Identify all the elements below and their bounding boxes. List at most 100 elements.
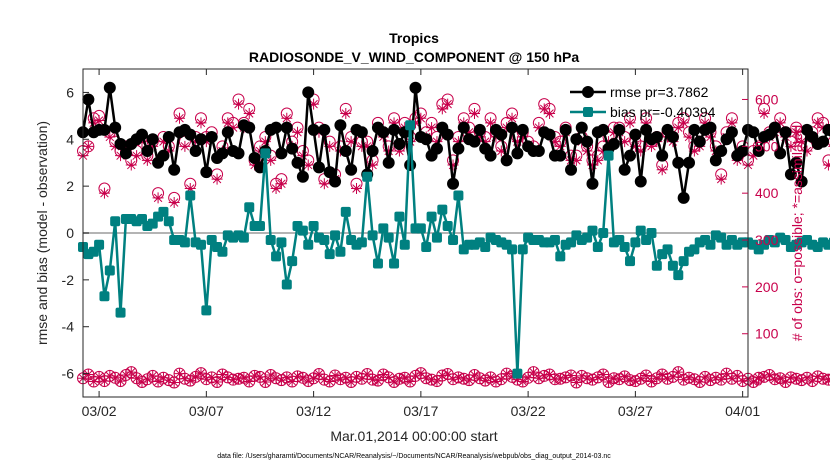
bias-point — [94, 239, 105, 250]
rmse-point — [345, 163, 358, 176]
rmse-point — [168, 163, 181, 176]
obs-assimilated-marker — [88, 117, 100, 129]
obs-assimilated-marker — [270, 182, 282, 194]
obs-bottom-assimilated-marker — [131, 372, 143, 384]
bias-point — [662, 244, 673, 255]
rmse-point — [511, 147, 524, 160]
y2-tick-label: 200 — [755, 279, 779, 295]
obs-bottom-assimilated-marker — [308, 372, 320, 384]
obs-bottom-assimilated-marker — [672, 366, 684, 378]
obs-assimilated-marker — [361, 140, 373, 152]
rmse-point — [409, 81, 422, 94]
rmse-point — [194, 133, 207, 146]
rmse-point — [683, 156, 696, 169]
rmse-point — [157, 149, 170, 162]
rmse-point — [688, 123, 701, 136]
obs-assimilated-marker — [426, 122, 438, 134]
obs-assimilated-marker — [168, 197, 180, 209]
obs-assimilated-marker — [318, 178, 330, 190]
obs-assimilated-marker — [179, 140, 191, 152]
rmse-point — [339, 145, 352, 157]
bias-point — [442, 220, 453, 231]
bias-point — [619, 242, 630, 253]
rmse-point — [146, 133, 159, 146]
bias-point — [592, 242, 603, 253]
bias-point — [179, 237, 190, 248]
obs-bottom-assimilated-marker — [259, 376, 271, 388]
obs-bottom-assimilated-marker — [383, 371, 395, 383]
bias-point — [110, 216, 121, 227]
obs-assimilated-marker — [688, 145, 700, 157]
obs-assimilated-marker — [699, 117, 711, 129]
legend-bias-label: bias pr=-0.40394 — [610, 104, 716, 120]
y-tick-label: 6 — [66, 84, 74, 100]
obs-bottom-assimilated-marker — [747, 376, 759, 388]
rmse-point — [500, 154, 513, 167]
obs-bottom-assimilated-marker — [206, 371, 218, 383]
obs-bottom-assimilated-marker — [726, 373, 738, 385]
rmse-point — [586, 177, 599, 190]
x-axis: 03/02 03/07 03/12 03/17 03/22 03/27 04/01 — [82, 69, 760, 419]
obs-bottom-assimilated-marker — [399, 372, 411, 384]
obs-bottom-assimilated-marker — [431, 375, 443, 387]
obs-bottom-assimilated-marker — [98, 375, 110, 387]
bias-point — [276, 237, 287, 248]
rmse-point — [624, 149, 637, 162]
obs-assimilated-marker — [629, 140, 641, 152]
rmse-point — [554, 149, 567, 162]
obs-bottom-assimilated-marker — [468, 369, 480, 381]
rmse-point — [543, 128, 556, 141]
obs-bottom-assimilated-marker — [388, 376, 400, 388]
obs-bottom-assimilated-marker — [688, 373, 700, 385]
y-axis-right: 0 100 200 300 400 500 600 — [742, 91, 779, 389]
rmse-point — [184, 128, 197, 141]
obs-bottom-assimilated-marker — [275, 374, 287, 386]
obs-assimilated-marker — [281, 112, 293, 124]
rmse-point — [468, 135, 481, 148]
rmse-point — [725, 126, 738, 139]
rmse-point — [280, 121, 293, 134]
obs-assimilated-marker — [442, 98, 454, 110]
obs-assimilated-marker — [468, 108, 480, 120]
obs-assimilated-marker — [774, 117, 786, 129]
y2-tick-label: 0 — [755, 373, 763, 389]
obs-bottom-assimilated-marker — [168, 376, 180, 388]
obs-assimilated-marker — [259, 136, 271, 148]
bias-point — [651, 260, 662, 271]
obs-assimilated-marker — [410, 117, 421, 129]
rmse-point — [243, 121, 256, 134]
bias-point — [405, 120, 416, 131]
rmse-point — [666, 130, 679, 143]
obs-bottom-assimilated-marker — [120, 369, 132, 381]
rmse-point — [634, 175, 647, 188]
bias-point — [399, 239, 410, 250]
obs-bottom-assimilated-marker — [699, 371, 711, 383]
rmse-point — [774, 147, 787, 160]
obs-assimilated-marker — [324, 140, 336, 152]
obs-bottom-assimilated-marker — [302, 375, 314, 387]
bias-point — [271, 251, 282, 262]
footer-note: data file: /Users/gharamti/Documents/NCA… — [217, 453, 611, 460]
bias-point — [367, 230, 378, 241]
rmse-point — [420, 133, 433, 146]
obs-assimilated-marker — [645, 140, 657, 152]
rmse-point — [597, 123, 610, 136]
obs-bottom-assimilated-marker — [136, 376, 148, 388]
obs-bottom-assimilated-marker — [345, 376, 357, 388]
bias-point — [512, 368, 523, 379]
rmse-point — [114, 137, 127, 150]
obs-assimilated-marker — [82, 140, 94, 152]
obs-bottom-assimilated-marker — [254, 371, 266, 383]
obs-assimilated-marker — [790, 126, 802, 138]
rmse-point — [355, 126, 368, 139]
bias-point — [260, 148, 271, 159]
obs-assimilated-marker — [678, 117, 690, 129]
obs-bottom-assimilated-marker — [667, 371, 679, 383]
obs-bottom-assimilated-marker — [190, 371, 202, 383]
bias-point — [587, 225, 598, 236]
rmse-point — [404, 159, 417, 172]
obs-assimilated-marker — [452, 136, 464, 148]
bias-point — [308, 220, 319, 231]
obs-bottom-assimilated-marker — [340, 372, 352, 384]
obs-assimilated-marker — [393, 145, 405, 157]
